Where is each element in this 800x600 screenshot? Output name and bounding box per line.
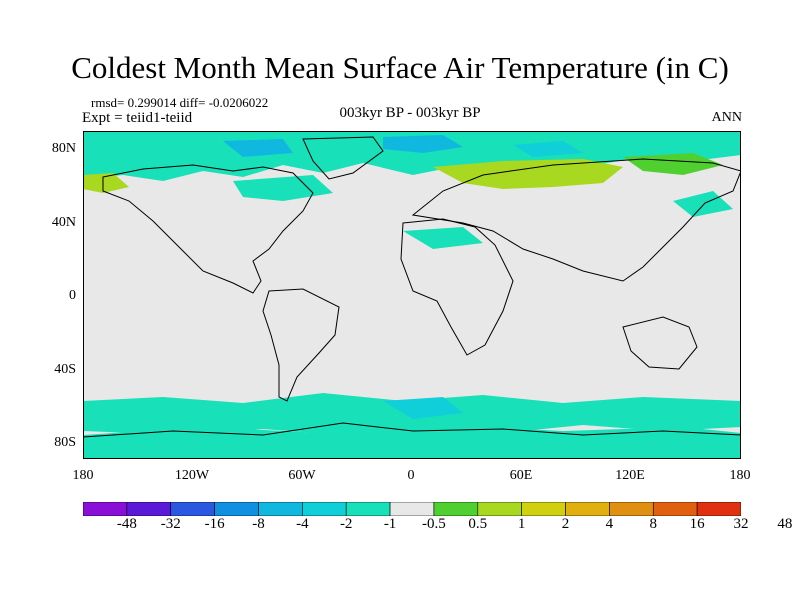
colorbar-label: 2 <box>561 516 570 532</box>
colorbar-swatch <box>521 502 566 516</box>
lat-label-80n: 80N <box>51 141 76 156</box>
colorbar-swatch <box>345 502 391 516</box>
lon-label-180w: 180 <box>72 468 94 483</box>
canada-cyan-anomaly <box>233 175 333 201</box>
colorbar-swatch <box>565 502 610 516</box>
world-map <box>83 131 741 459</box>
africa-eurasia-coast <box>400 218 514 356</box>
greenland-coast <box>302 136 384 180</box>
coastlines <box>83 136 741 438</box>
colorbar-label: 32 <box>733 516 749 532</box>
arctic-blue-patch-2 <box>223 139 293 157</box>
colorbar-swatch <box>170 502 215 516</box>
colorbar-swatch <box>652 502 698 516</box>
colorbar-label: 8 <box>649 516 658 532</box>
colorbar-swatch <box>83 502 128 516</box>
colorbar-swatch <box>258 502 303 516</box>
colorbar-swatch <box>214 502 259 516</box>
lat-label-80s: 80S <box>54 435 76 450</box>
arctic-blue-patch-1 <box>383 135 463 153</box>
colorbar-label: -48 <box>116 516 137 532</box>
colorbar-label: -32 <box>160 516 181 532</box>
north-america-coast <box>102 164 314 294</box>
period-label: 003kyr BP - 003kyr BP <box>339 105 481 121</box>
map-title: Coldest Month Mean Surface Air Temperatu… <box>71 50 729 85</box>
colorbar-label: 16 <box>689 516 705 532</box>
stats-label: rmsd= 0.299014 diff= -0.0206022 <box>91 95 269 110</box>
alaska-green-anomaly <box>83 173 129 193</box>
colorbar-swatch <box>477 502 522 516</box>
colorbar-swatch <box>389 502 435 516</box>
lat-label-eq: 0 <box>69 288 76 303</box>
colorbar-label: -8 <box>252 516 265 532</box>
lat-label-40n: 40N <box>51 215 76 230</box>
colorbar-swatch <box>302 502 347 516</box>
lon-label-0: 0 <box>407 468 415 483</box>
south-america-coast <box>262 288 340 402</box>
antarctic-anomaly-band <box>83 425 741 459</box>
colorbar-label: 4 <box>605 516 614 532</box>
experiment-label: Expt = teiid1-teiid <box>82 110 193 126</box>
colorbar-label: 0.5 <box>468 516 488 532</box>
colorbar-label: 1 <box>517 516 526 532</box>
colorbar-label: -0.5 <box>422 516 446 532</box>
map-frame <box>83 131 741 459</box>
siberia-green-anomaly <box>623 153 723 175</box>
arctic-blue-patch-3 <box>513 141 583 157</box>
mediterranean-cyan-anomaly <box>403 227 483 249</box>
colorbar-label: -1 <box>383 516 397 532</box>
colorbar-label: 48 <box>777 516 793 532</box>
lon-label-60w: 60W <box>288 468 316 483</box>
australia-coast <box>622 316 698 370</box>
colorbar-swatch <box>433 502 479 516</box>
antarctica-coast <box>83 422 741 438</box>
colorbar-swatch <box>126 502 172 516</box>
season-label: ANN <box>711 110 742 125</box>
lon-label-120e: 120E <box>615 468 645 483</box>
colorbar-label: -2 <box>339 516 353 532</box>
colorbar-swatch <box>609 502 654 516</box>
colorbar <box>83 502 741 516</box>
lat-label-40s: 40S <box>54 362 76 377</box>
eurasia-green-anomaly <box>433 159 623 189</box>
lon-label-60e: 60E <box>509 468 533 483</box>
colorbar-label: -16 <box>204 516 225 532</box>
colorbar-swatch <box>696 502 741 516</box>
lon-label-120w: 120W <box>174 468 210 483</box>
lon-label-180e: 180 <box>729 468 751 483</box>
antarctic-cyan-patch <box>383 397 463 419</box>
colorbar-label: -4 <box>296 516 309 532</box>
eurasia-coast <box>411 158 741 282</box>
